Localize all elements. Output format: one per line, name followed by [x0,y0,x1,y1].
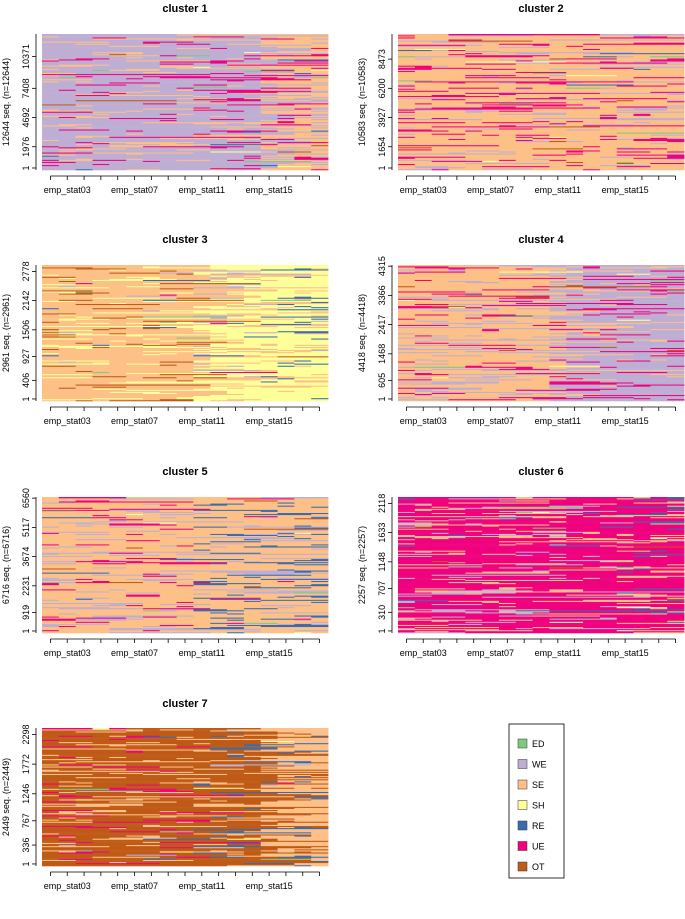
seq-cell-UE [499,34,516,35]
x-tick-label: emp_stat15 [602,185,649,195]
cluster-panel-2: cluster 2 10583 seq. (n=10583) 1 1654 3927 62… [357,3,684,195]
seq-cell-WE [617,34,634,35]
x-tick-label: emp_stat07 [111,185,158,195]
seq-cell-WE [650,34,667,35]
seq-cell-SE [227,34,244,35]
seq-cell-WE [667,34,684,35]
y-tick-label: 1 [377,165,387,170]
seq-cell-SE [398,34,415,35]
seq-cell-UE [583,34,600,35]
y-tick-label: 7408 [21,78,31,98]
seq-cell-SE [294,34,311,35]
y-tick-label: 4692 [21,108,31,128]
y-axis-label: 2961 seq. (n=2961) [1,294,11,372]
y-tick-label: 6200 [377,78,387,98]
sequence-rows [42,34,328,170]
sequence-rows [398,34,684,170]
x-tick-label: emp_stat11 [179,185,225,195]
cluster-panel-1: cluster 1 12644 seq. (n=12644) 1 1976 4692 74… [1,3,328,195]
seq-cell-SE [244,34,261,35]
seq-cell-UE [516,34,533,35]
seq-cell-UE [533,34,550,35]
y-tick-label: 8473 [377,49,387,69]
y-tick-label: 1976 [21,137,31,157]
y-axis: 1 1976 4692 7408 10371 [21,34,36,170]
seq-cell-UE [482,34,499,35]
y-axis-label: 10583 seq. (n=10583) [357,58,367,146]
seq-cell-WE [600,34,617,35]
panel-title: cluster 2 [518,3,563,15]
x-axis: emp_stat03 emp_stat07 emp_stat11 emp_stat15 [44,176,320,195]
x-tick-label: emp_stat07 [467,185,514,195]
seq-cell-SE [432,34,449,35]
seq-cell-WE [59,34,76,35]
x-tick-label: emp_stat03 [44,185,91,195]
seq-cell-WE [76,34,93,35]
x-tick-label: emp_stat15 [246,185,293,195]
seq-cell-UE [448,34,465,35]
seq-cell-UE [566,34,583,35]
seq-cell-UE [549,34,566,35]
seq-cell-SE [210,34,227,35]
seq-cell-SE [415,34,432,35]
seq-cell-SE [278,34,295,35]
y-tick-label: 10371 [21,44,31,69]
seq-cell-WE [160,34,177,35]
x-tick-label: emp_stat11 [535,185,581,195]
x-tick-label: emp_stat03 [400,185,447,195]
seq-cell-WE [634,34,651,35]
x-axis: emp_stat03 emp_stat07 emp_stat11 emp_stat15 [400,176,676,195]
seq-cell-WE [109,34,126,35]
seq-cell-UE [465,34,482,35]
seq-cell-SE [261,34,278,35]
seq-cell-SE [193,34,210,35]
panel-title: cluster 3 [162,234,207,246]
seq-cell-SE [311,34,328,35]
y-tick-label: 3927 [377,108,387,128]
seq-cell-WE [42,34,59,35]
sequence-rows [42,265,328,401]
panel-title: cluster 1 [162,3,207,15]
y-tick-label: 1 [21,165,31,170]
y-axis-label: 12644 seq. (n=12644) [1,58,11,146]
seq-cell-WE [143,34,160,35]
y-axis: 1 1654 3927 6200 8473 [377,34,392,170]
seq-cell-SE [177,34,194,35]
y-tick-label: 1654 [377,137,387,157]
seq-cell-WE [92,34,109,35]
seq-cell-WE [126,34,143,35]
